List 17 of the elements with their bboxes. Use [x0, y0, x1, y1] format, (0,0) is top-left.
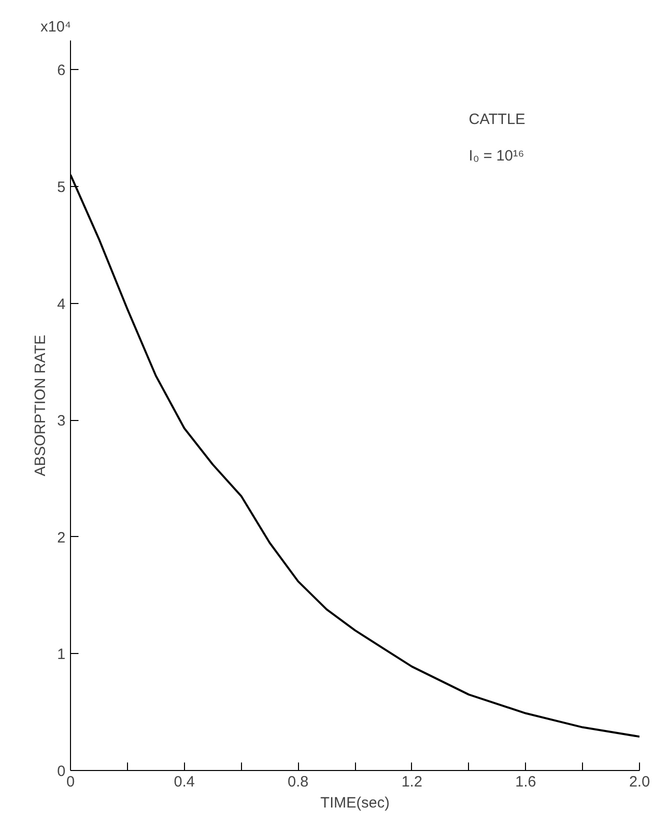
y-tick-label: 4	[57, 296, 66, 313]
x-tick-label: 0.8	[288, 774, 309, 790]
y-tick-label: 5	[57, 179, 66, 196]
x-tick-label: 0.4	[174, 774, 195, 790]
y-axis-title: ABSORPTION RATE	[32, 334, 50, 476]
x-tick-label: 1.2	[401, 774, 422, 790]
annotation: I₀ = 10¹⁶	[468, 148, 524, 165]
y-tick-label: 0	[57, 763, 66, 780]
x-tick-label: 1.6	[515, 774, 536, 790]
x-tick-label: 2.0	[629, 774, 650, 790]
y-tick-label: 1	[57, 646, 66, 664]
text: x10⁴	[40, 18, 72, 36]
y-tick-label: 6	[57, 62, 66, 80]
y-tick-label: 3	[57, 412, 66, 430]
y-tick-label: 2	[57, 529, 66, 546]
x-axis-title: TIME(sec)	[320, 794, 390, 812]
annotation: CATTLE	[468, 111, 526, 128]
